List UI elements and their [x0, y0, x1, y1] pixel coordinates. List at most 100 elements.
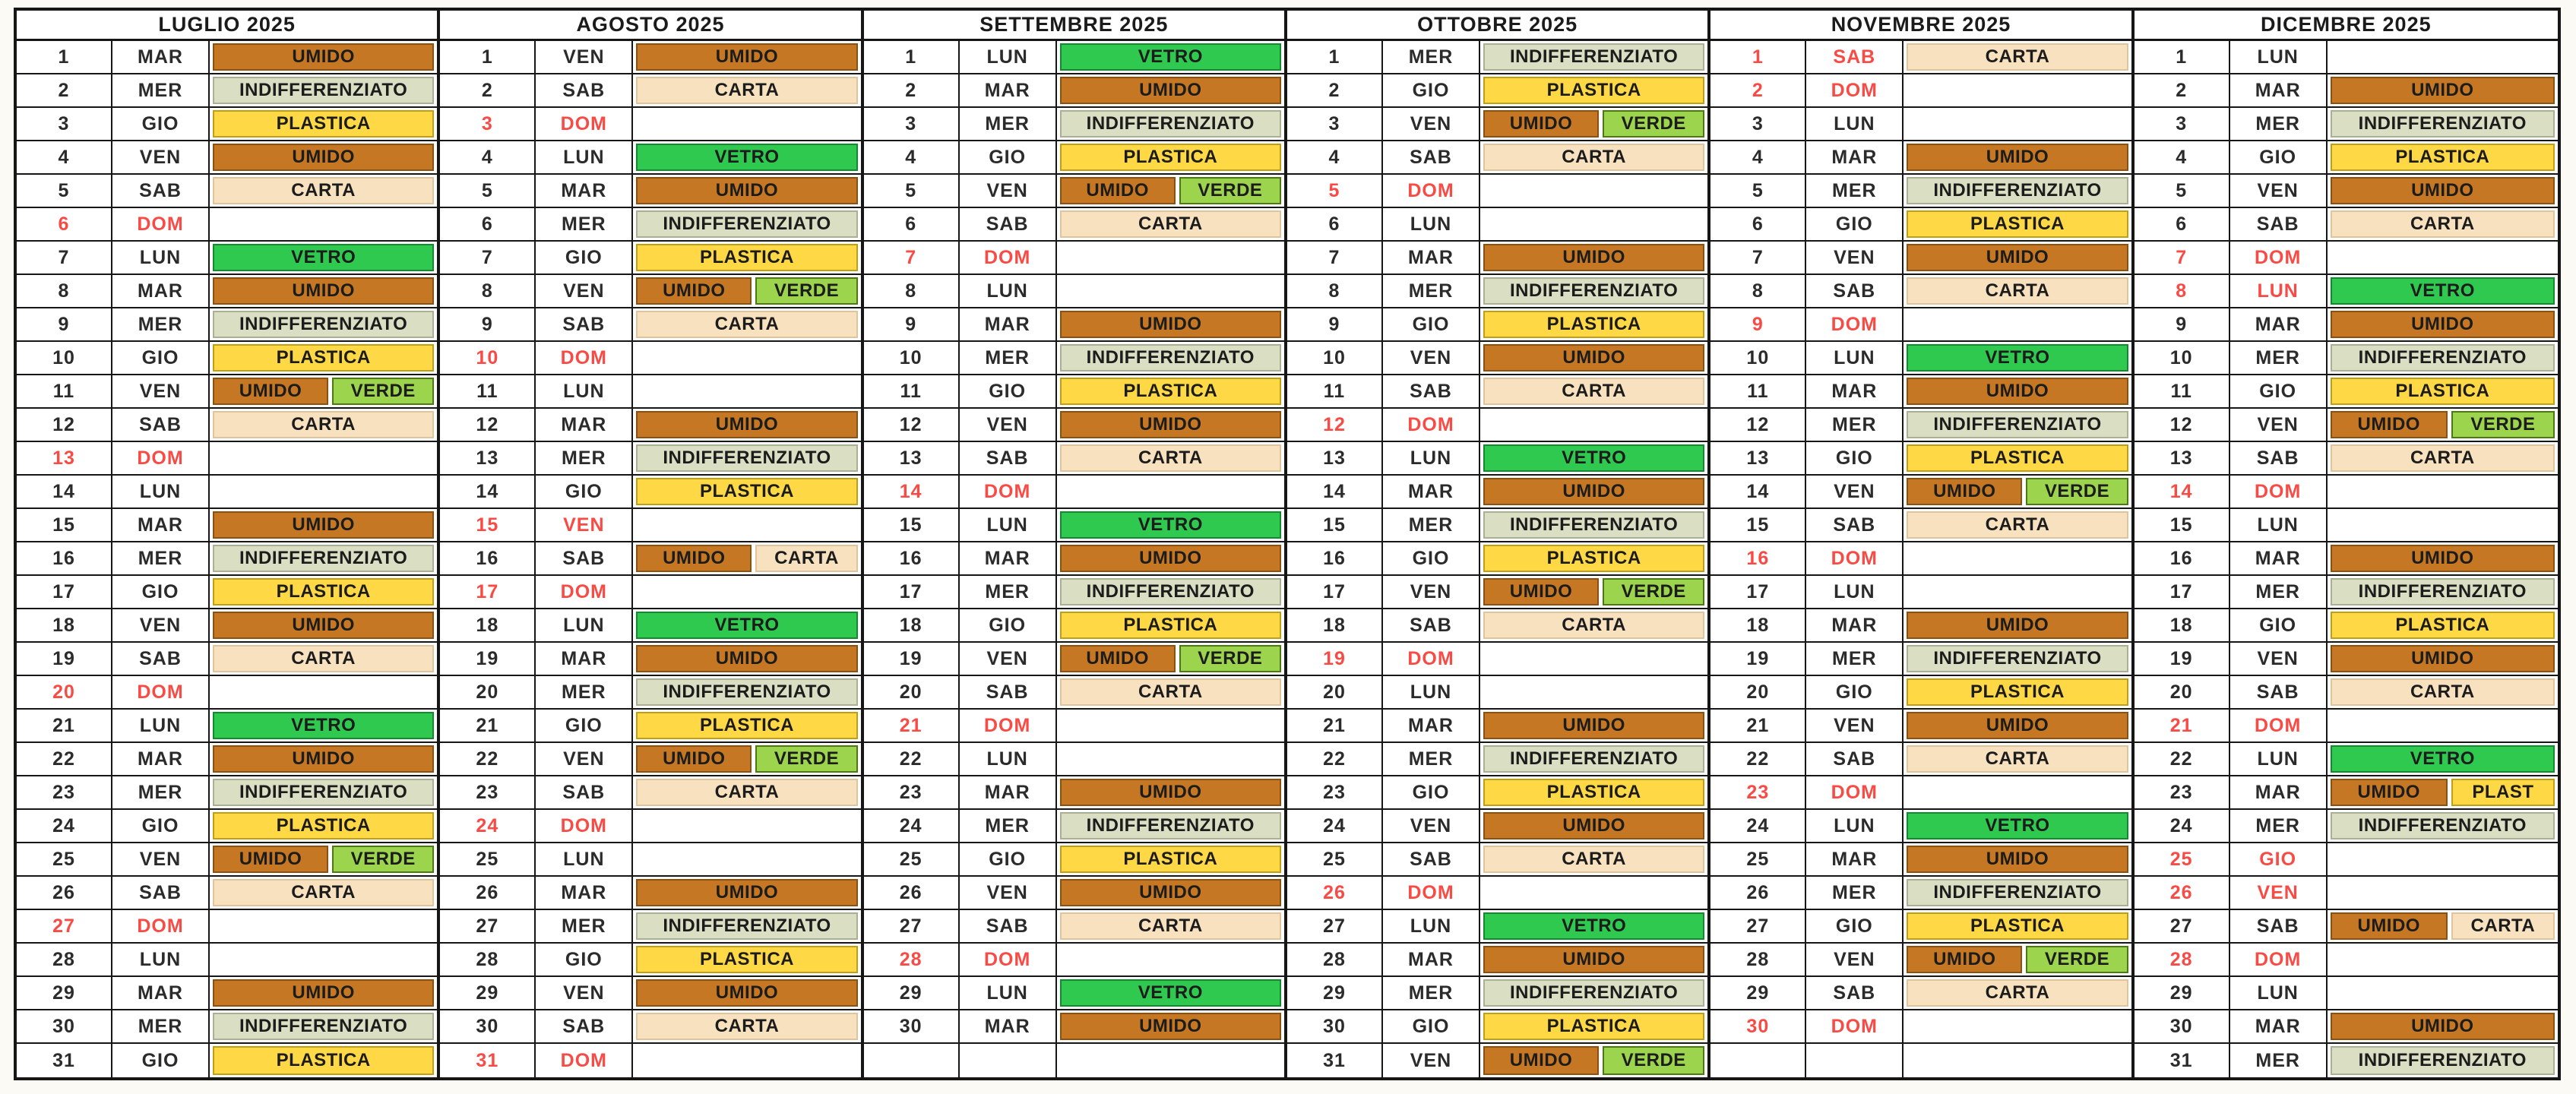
day-number-cell: 12 — [17, 409, 112, 441]
waste-cell — [210, 676, 438, 708]
waste-cell: UMIDO — [210, 509, 438, 541]
waste-cell: VETRO — [1904, 810, 2131, 842]
waste-bar-carta: CARTA — [1907, 511, 2128, 539]
day-row: 25 GIO — [2134, 843, 2558, 877]
day-name-cell: LUN — [2229, 41, 2328, 73]
waste-bar-carta: CARTA — [213, 177, 435, 204]
waste-cell: INDIFFERENZIATO — [210, 1010, 438, 1042]
day-number-cell: 12 — [2134, 409, 2230, 441]
day-row: 5 MER INDIFFERENZIATO — [1710, 175, 2131, 208]
day-name-cell: DOM — [1382, 643, 1480, 675]
waste-cell: INDIFFERENZIATO — [1904, 877, 2131, 909]
day-number-cell: 2 — [863, 74, 960, 106]
day-name-cell: GIO — [2229, 141, 2328, 173]
day-number-cell: 16 — [440, 542, 536, 574]
waste-bar-carta: CARTA — [636, 1013, 858, 1040]
day-name-cell: MAR — [959, 542, 1057, 574]
day-name-cell: LUN — [536, 375, 634, 407]
waste-cell: CARTA — [1056, 442, 1284, 474]
day-number-cell: 11 — [1286, 375, 1383, 407]
day-name-cell: GIO — [1806, 208, 1904, 240]
waste-cell: CARTA — [1904, 977, 2131, 1009]
month-block: DICEMBRE 2025 1 LUN 2 MAR UMIDO 3 MER INDIFFEREN… — [2134, 11, 2558, 1077]
waste-cell: INDIFFERENZIATO — [210, 776, 438, 808]
day-row: 4 LUN VETRO — [440, 141, 861, 175]
day-name-cell: MER — [2229, 810, 2328, 842]
waste-bar-verde: VERDE — [1603, 1046, 1705, 1075]
waste-bar-plastica: PLASTICA — [2330, 144, 2555, 171]
day-name-cell: GIO — [1382, 1010, 1480, 1042]
day-name-cell: VEN — [536, 977, 634, 1009]
day-row: 12 MER INDIFFERENZIATO — [1710, 409, 2131, 442]
day-name-cell: VEN — [1382, 342, 1480, 374]
day-row: 24 DOM — [440, 810, 861, 843]
waste-cell — [1479, 643, 1708, 675]
day-row: 18 GIO PLASTICA — [863, 609, 1284, 643]
day-row: 17 GIO PLASTICA — [17, 576, 438, 609]
waste-cell — [1479, 175, 1708, 207]
day-name-cell: MER — [959, 108, 1057, 140]
day-row: 30 MAR UMIDO — [2134, 1010, 2558, 1044]
month-rows: 1 MAR UMIDO 2 MER INDIFFERENZIATO 3 GIO PLASTICA… — [17, 41, 438, 1077]
day-number-cell: 3 — [1286, 108, 1383, 140]
day-number-cell: 27 — [17, 910, 112, 942]
waste-cell: INDIFFERENZIATO — [1904, 409, 2131, 441]
day-name-cell: DOM — [536, 108, 634, 140]
waste-cell: INDIFFERENZIATO — [1479, 41, 1708, 73]
day-number-cell: 27 — [1710, 910, 1807, 942]
waste-bar-verde: VERDE — [1179, 177, 1281, 204]
waste-cell: PLASTICA — [1904, 442, 2131, 474]
day-row: 1 SAB CARTA — [1710, 41, 2131, 74]
day-number-cell: 31 — [17, 1044, 112, 1077]
waste-bar-umido: UMIDO — [636, 545, 752, 572]
waste-cell: INDIFFERENZIATO — [2327, 1044, 2558, 1077]
waste-bar-indifferenziato: INDIFFERENZIATO — [213, 545, 435, 572]
day-name-cell: LUN — [536, 141, 634, 173]
day-number-cell: 17 — [1286, 576, 1383, 608]
day-row: 18 GIO PLASTICA — [2134, 609, 2558, 643]
day-number-cell — [863, 1044, 960, 1077]
day-number-cell: 5 — [1710, 175, 1807, 207]
day-number-cell: 18 — [1286, 609, 1383, 641]
waste-bar-indifferenziato: INDIFFERENZIATO — [1059, 110, 1281, 138]
day-row: 19 VEN UMIDO VERDE — [863, 643, 1284, 676]
waste-cell: PLASTICA — [2327, 375, 2558, 407]
waste-cell — [633, 342, 861, 374]
waste-bar-verde: VERDE — [2451, 411, 2555, 438]
waste-cell: UMIDO — [1479, 476, 1708, 507]
day-number-cell: 30 — [1286, 1010, 1383, 1042]
day-number-cell: 10 — [863, 342, 960, 374]
day-name-cell: MAR — [2229, 776, 2328, 808]
day-name-cell: DOM — [1382, 409, 1480, 441]
waste-bar-plastica: PLASTICA — [1483, 77, 1705, 104]
day-name-cell: MAR — [112, 509, 210, 541]
waste-cell — [1904, 1044, 2131, 1077]
day-number-cell: 30 — [863, 1010, 960, 1042]
day-row: 19 VEN UMIDO — [2134, 643, 2558, 676]
day-number-cell: 10 — [1286, 342, 1383, 374]
waste-cell — [1056, 710, 1284, 741]
day-number-cell: 9 — [440, 308, 536, 340]
day-number-cell: 25 — [440, 843, 536, 875]
month-title: OTTOBRE 2025 — [1286, 11, 1708, 41]
day-name-cell: MAR — [2229, 308, 2328, 340]
waste-cell: CARTA — [210, 877, 438, 909]
day-number-cell: 8 — [1286, 275, 1383, 307]
day-number-cell — [1710, 1044, 1807, 1077]
day-number-cell: 25 — [863, 843, 960, 875]
day-number-cell: 21 — [1286, 710, 1383, 741]
month-title: AGOSTO 2025 — [440, 11, 861, 41]
day-number-cell: 21 — [2134, 710, 2230, 741]
waste-cell — [2327, 944, 2558, 975]
day-row: 27 GIO PLASTICA — [1710, 910, 2131, 944]
waste-cell — [1904, 576, 2131, 608]
day-number-cell: 23 — [1710, 776, 1807, 808]
waste-bar-umido: UMIDO — [2330, 912, 2448, 940]
waste-bar-umido: UMIDO — [636, 745, 752, 773]
day-name-cell: VEN — [1382, 108, 1480, 140]
day-name-cell: MAR — [959, 1010, 1057, 1042]
waste-cell: UMIDO — [1056, 1010, 1284, 1042]
waste-bar-umido: UMIDO — [1059, 177, 1176, 204]
day-row: 18 VEN UMIDO — [17, 609, 438, 643]
day-number-cell: 8 — [1710, 275, 1807, 307]
